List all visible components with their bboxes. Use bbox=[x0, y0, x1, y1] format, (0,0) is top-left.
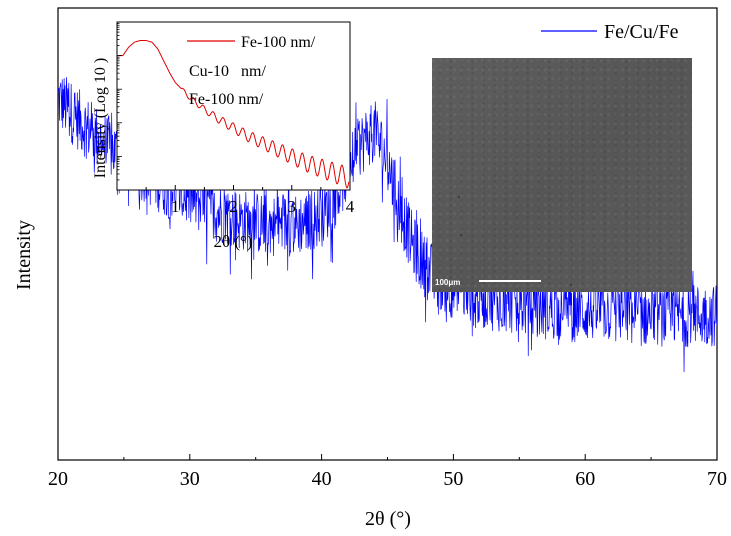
main-x-tick-label: 50 bbox=[443, 468, 463, 490]
sem-speck bbox=[458, 196, 460, 198]
inset-x-tick-label: 2 bbox=[229, 197, 238, 216]
sem-speck bbox=[570, 284, 572, 286]
main-x-tick-label: 40 bbox=[312, 468, 332, 490]
main-x-tick-label: 30 bbox=[180, 468, 200, 490]
sem-scale-bar-label: 100μm bbox=[435, 278, 461, 287]
inset-series-group bbox=[118, 39, 350, 189]
inset-y-ticks bbox=[117, 23, 122, 191]
inset-x-ticks: 1 2 3 4 bbox=[145, 185, 355, 216]
sem-micrograph-inset: 100μm bbox=[432, 58, 692, 292]
inset-legend-label-2: Cu-10 nm/ bbox=[189, 63, 266, 80]
main-x-tick-label: 20 bbox=[48, 468, 68, 490]
main-x-ticks: 20 30 40 50 60 70 bbox=[48, 454, 727, 490]
inset-legend-label-1: Fe-100 nm/ bbox=[241, 34, 316, 51]
inset-x-axis-label: 2θ (°) bbox=[213, 232, 252, 251]
inset-legend-label-3: Fe-100 nm/ bbox=[189, 91, 264, 108]
sem-scale-bar bbox=[479, 280, 541, 282]
legend-label-fe-cu-fe: Fe/Cu/Fe bbox=[604, 21, 679, 43]
inset-x-tick-label: 4 bbox=[346, 197, 355, 216]
inset-x-tick-label: 1 bbox=[171, 197, 180, 216]
inset-series-line bbox=[118, 39, 350, 189]
main-y-axis-label: Intensity bbox=[13, 220, 35, 290]
main-x-tick-label: 60 bbox=[575, 468, 595, 490]
sem-speck bbox=[460, 234, 462, 236]
main-x-tick-label: 70 bbox=[707, 468, 727, 490]
main-x-axis-label: 2θ (°) bbox=[365, 508, 411, 530]
sem-texture bbox=[432, 58, 692, 292]
inset-x-tick-label: 3 bbox=[288, 197, 297, 216]
inset-y-axis-label: Intensity (Log 10 ) bbox=[92, 58, 109, 178]
inset-plot-frame bbox=[116, 21, 351, 191]
